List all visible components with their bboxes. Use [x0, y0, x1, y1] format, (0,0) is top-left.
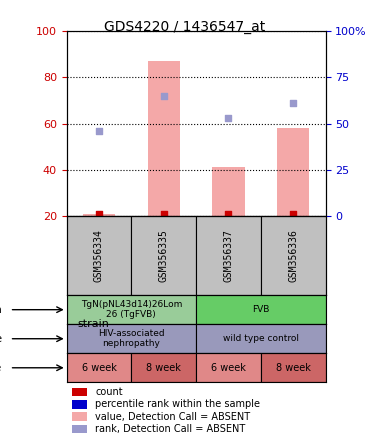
Text: FVB: FVB	[252, 305, 269, 314]
Text: strain: strain	[77, 319, 109, 329]
Bar	[277, 128, 309, 216]
Text: wild type control: wild type control	[223, 334, 299, 343]
FancyBboxPatch shape	[196, 216, 261, 295]
Point	[290, 210, 296, 217]
Text: 6 week: 6 week	[81, 363, 117, 373]
Text: percentile rank within the sample: percentile rank within the sample	[95, 400, 260, 409]
Text: 6 week: 6 week	[211, 363, 246, 373]
FancyBboxPatch shape	[196, 324, 326, 353]
Text: TgN(pNL43d14)26Lom
26 (TgFVB): TgN(pNL43d14)26Lom 26 (TgFVB)	[81, 300, 182, 319]
Bar	[83, 214, 115, 216]
FancyBboxPatch shape	[196, 353, 261, 382]
Text: value, Detection Call = ABSENT: value, Detection Call = ABSENT	[95, 412, 250, 422]
Text: 8 week: 8 week	[146, 363, 181, 373]
FancyBboxPatch shape	[67, 324, 196, 353]
Point	[161, 210, 167, 217]
Text: 8 week: 8 week	[276, 363, 311, 373]
Bar	[72, 388, 87, 396]
Point	[96, 127, 102, 135]
Text: rank, Detection Call = ABSENT: rank, Detection Call = ABSENT	[95, 424, 245, 434]
Bar	[148, 61, 180, 216]
Text: count: count	[95, 387, 123, 397]
Bar	[72, 424, 87, 433]
Text: HIV-associated
nephropathy: HIV-associated nephropathy	[98, 329, 165, 349]
Text: strain: strain	[0, 305, 2, 315]
Text: GDS4220 / 1436547_at: GDS4220 / 1436547_at	[104, 20, 266, 34]
Point	[226, 210, 232, 217]
Point	[96, 210, 102, 217]
FancyBboxPatch shape	[67, 353, 131, 382]
Text: GSM356336: GSM356336	[288, 229, 298, 282]
Point	[226, 115, 232, 122]
FancyBboxPatch shape	[261, 353, 326, 382]
FancyBboxPatch shape	[67, 216, 131, 295]
Text: GSM356337: GSM356337	[223, 229, 233, 282]
Bar	[72, 400, 87, 409]
FancyBboxPatch shape	[131, 353, 196, 382]
Bar	[72, 412, 87, 421]
Bar	[212, 167, 245, 216]
Text: disease state: disease state	[0, 334, 2, 344]
Point	[161, 92, 167, 99]
FancyBboxPatch shape	[67, 295, 196, 324]
FancyBboxPatch shape	[131, 216, 196, 295]
FancyBboxPatch shape	[196, 295, 326, 324]
Text: time: time	[0, 363, 2, 373]
FancyBboxPatch shape	[261, 216, 326, 295]
Text: GSM356334: GSM356334	[94, 229, 104, 282]
Text: GSM356335: GSM356335	[159, 229, 169, 282]
Point	[290, 99, 296, 107]
